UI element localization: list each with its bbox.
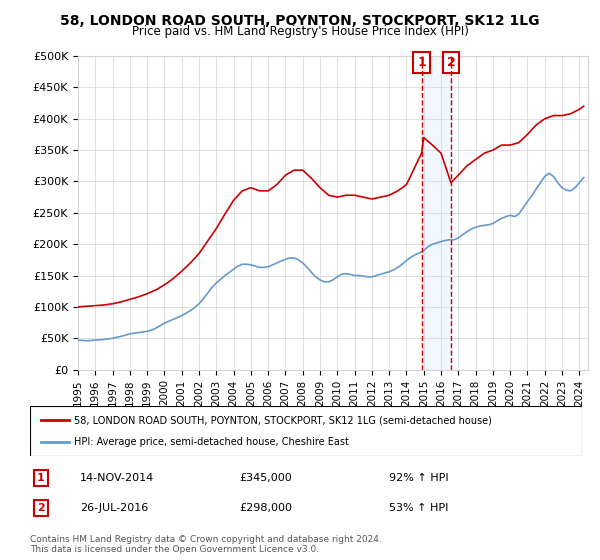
Text: 2: 2 (446, 56, 455, 69)
Text: £345,000: £345,000 (240, 473, 293, 483)
Text: HPI: Average price, semi-detached house, Cheshire East: HPI: Average price, semi-detached house,… (74, 437, 349, 447)
Text: 2: 2 (37, 503, 45, 513)
Text: 26-JUL-2016: 26-JUL-2016 (80, 503, 148, 513)
Text: 58, LONDON ROAD SOUTH, POYNTON, STOCKPORT, SK12 1LG (semi-detached house): 58, LONDON ROAD SOUTH, POYNTON, STOCKPOR… (74, 415, 492, 425)
Text: 53% ↑ HPI: 53% ↑ HPI (389, 503, 448, 513)
Text: Price paid vs. HM Land Registry's House Price Index (HPI): Price paid vs. HM Land Registry's House … (131, 25, 469, 38)
Text: 1: 1 (37, 473, 45, 483)
Text: 14-NOV-2014: 14-NOV-2014 (80, 473, 154, 483)
Text: 58, LONDON ROAD SOUTH, POYNTON, STOCKPORT, SK12 1LG: 58, LONDON ROAD SOUTH, POYNTON, STOCKPOR… (60, 14, 540, 28)
Text: 92% ↑ HPI: 92% ↑ HPI (389, 473, 448, 483)
Text: Contains HM Land Registry data © Crown copyright and database right 2024.
This d: Contains HM Land Registry data © Crown c… (30, 535, 382, 554)
Text: £298,000: £298,000 (240, 503, 293, 513)
Text: 1: 1 (417, 56, 426, 69)
Bar (422, 56, 451, 370)
